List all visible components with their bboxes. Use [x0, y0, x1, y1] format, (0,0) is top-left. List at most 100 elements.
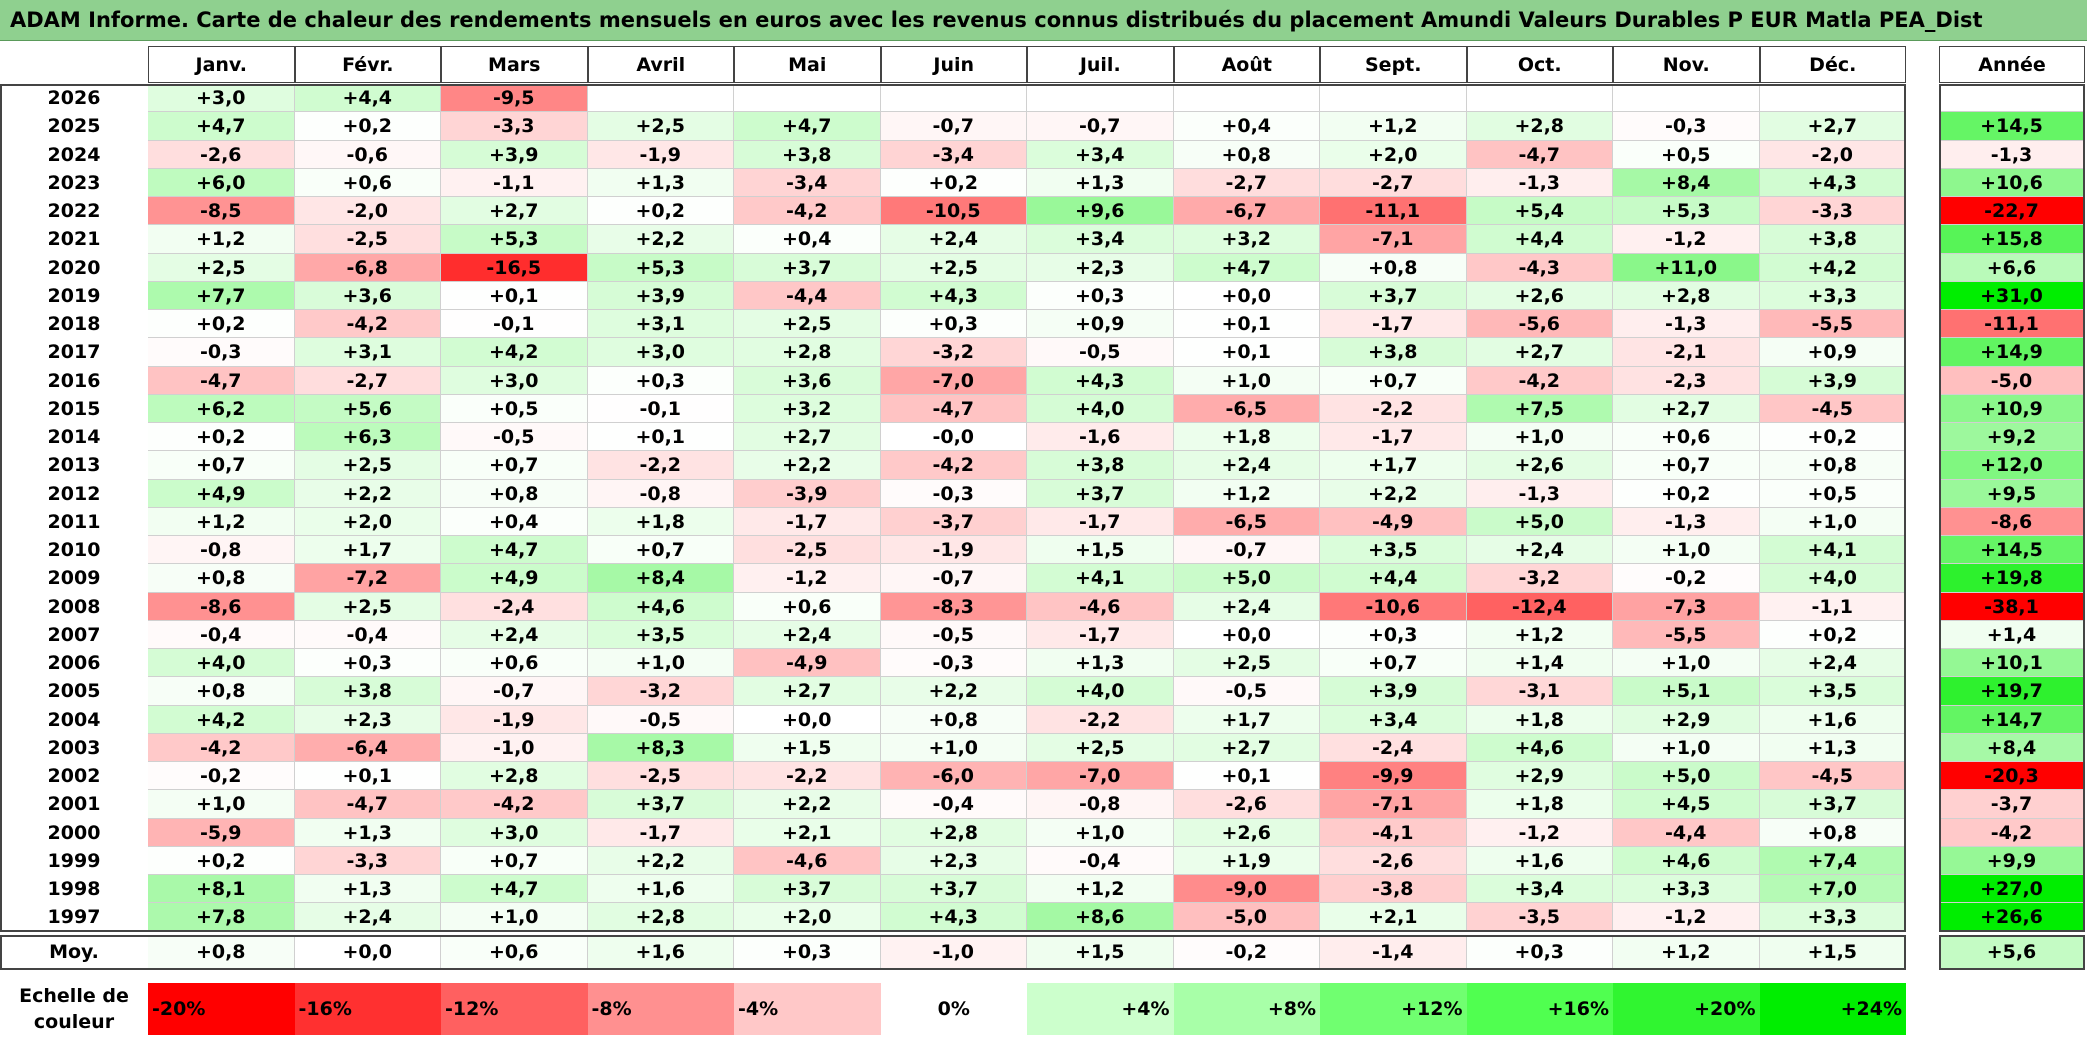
- heatmap-cell: +1,0: [880, 733, 1027, 762]
- annual-cell: +9,5: [1939, 479, 2085, 508]
- heatmap-cell: +1,2: [148, 225, 295, 254]
- year-label: 2015: [0, 394, 148, 423]
- heatmap-cell: -0,5: [1173, 677, 1320, 706]
- heatmap-cell: +7,5: [1466, 394, 1613, 423]
- heatmap-cell: +3,4: [1027, 225, 1174, 254]
- average-cell: -0,2: [1173, 935, 1320, 970]
- heatmap-cell: +4,7: [441, 536, 588, 565]
- heatmap-cell: +2,2: [294, 479, 441, 508]
- heatmap-cell: -2,2: [1027, 705, 1174, 734]
- heatmap-cell: +0,4: [1173, 112, 1320, 141]
- average-cell: +0,0: [294, 935, 441, 970]
- heatmap-cell: -4,2: [1466, 366, 1613, 395]
- heatmap-cell: +2,6: [1173, 818, 1320, 847]
- heatmap-cell: +2,4: [1466, 536, 1613, 565]
- heatmap-cell: +1,0: [1613, 649, 1760, 678]
- heatmap-cell: +6,2: [148, 394, 295, 423]
- heatmap-cell: +2,7: [1173, 733, 1320, 762]
- annual-cell: -8,6: [1939, 507, 2085, 536]
- heatmap-cell: -4,1: [1320, 818, 1467, 847]
- heatmap-cell: -0,5: [441, 423, 588, 452]
- year-label: 2022: [0, 197, 148, 226]
- heatmap-cell: +3,9: [587, 281, 734, 310]
- heatmap-cell: +8,4: [587, 564, 734, 593]
- color-scale-stop: 0%: [880, 983, 1027, 1035]
- heatmap-cell: +2,5: [148, 253, 295, 282]
- heatmap-cell: -0,7: [1027, 112, 1174, 141]
- year-label: 1997: [0, 903, 148, 932]
- heatmap-cell: -4,5: [1759, 762, 1906, 791]
- heatmap-cell: +0,2: [148, 423, 295, 452]
- heatmap-cell: -4,4: [1613, 818, 1760, 847]
- heatmap-cell: +1,0: [148, 790, 295, 819]
- year-label: 2001: [0, 790, 148, 819]
- heatmap-cell: +1,8: [1173, 423, 1320, 452]
- heatmap-cell: -4,7: [880, 394, 1027, 423]
- heatmap-cell: +4,4: [294, 84, 441, 113]
- heatmap-cell: -6,4: [294, 733, 441, 762]
- heatmap-cell: +2,1: [734, 818, 881, 847]
- heatmap-cell: +2,6: [1466, 451, 1613, 480]
- heatmap-cell: -11,1: [1320, 197, 1467, 226]
- heatmap-cell: -0,7: [1173, 536, 1320, 565]
- annual-cell: -1,3: [1939, 140, 2085, 169]
- heatmap-cell: +2,5: [734, 310, 881, 339]
- year-label: 2003: [0, 733, 148, 762]
- heatmap-cell: -0,2: [148, 762, 295, 791]
- month-header: Mars: [441, 46, 588, 83]
- heatmap-cell: +4,6: [587, 592, 734, 621]
- heatmap-cell: +2,4: [294, 903, 441, 932]
- heatmap-cell: -9,9: [1320, 762, 1467, 791]
- heatmap-cell: -2,5: [294, 225, 441, 254]
- heatmap-cell: +3,9: [1759, 366, 1906, 395]
- heatmap-cell: -2,5: [587, 762, 734, 791]
- heatmap-cell: +1,8: [1466, 705, 1613, 734]
- heatmap-cell: +3,6: [734, 366, 881, 395]
- month-header: Mai: [734, 46, 881, 83]
- heatmap-cell: -0,3: [880, 649, 1027, 678]
- heatmap-cell: -7,1: [1320, 225, 1467, 254]
- heatmap-cell: +1,5: [734, 733, 881, 762]
- heatmap-cell: +5,0: [1466, 507, 1613, 536]
- heatmap-cell: [1027, 84, 1174, 113]
- heatmap-cell: +3,1: [294, 338, 441, 367]
- heatmap-cell: +0,7: [1320, 649, 1467, 678]
- heatmap-cell: +1,6: [587, 875, 734, 904]
- annual-cell: +14,7: [1939, 705, 2085, 734]
- heatmap-cell: +8,4: [1613, 168, 1760, 197]
- heatmap-cell: +0,2: [1759, 423, 1906, 452]
- color-scale-stop: +20%: [1613, 983, 1760, 1035]
- heatmap-cell: +1,7: [1173, 705, 1320, 734]
- heatmap-cell: [1173, 84, 1320, 113]
- heatmap-cell: +7,0: [1759, 875, 1906, 904]
- heatmap-cell: -0,8: [1027, 790, 1174, 819]
- heatmap-cell: +4,2: [148, 705, 295, 734]
- month-header: Oct.: [1466, 46, 1613, 83]
- heatmap-cell: +0,6: [1613, 423, 1760, 452]
- heatmap-cell: +2,4: [734, 620, 881, 649]
- heatmap-cell: -0,0: [880, 423, 1027, 452]
- color-scale-stop: +24%: [1759, 983, 1906, 1035]
- heatmap-cell: +0,9: [1027, 310, 1174, 339]
- heatmap-cell: +5,1: [1613, 677, 1760, 706]
- average-cell: +0,3: [1466, 935, 1613, 970]
- heatmap-cell: -0,4: [148, 620, 295, 649]
- heatmap-cell: +2,7: [1759, 112, 1906, 141]
- heatmap-cell: +1,0: [441, 903, 588, 932]
- heatmap-cell: +3,1: [587, 310, 734, 339]
- heatmap-cell: +4,1: [1027, 564, 1174, 593]
- heatmap-cell: +0,3: [587, 366, 734, 395]
- heatmap-cell: -0,1: [587, 394, 734, 423]
- heatmap-cell: +1,2: [1027, 875, 1174, 904]
- year-label: 2009: [0, 564, 148, 593]
- heatmap-cell: +1,0: [1466, 423, 1613, 452]
- color-scale-stop: +4%: [1027, 983, 1174, 1035]
- heatmap-cell: +8,6: [1027, 903, 1174, 932]
- heatmap-cell: +2,8: [880, 818, 1027, 847]
- heatmap-cell: +0,1: [587, 423, 734, 452]
- heatmap-cell: +1,3: [1027, 168, 1174, 197]
- heatmap-cell: +3,2: [1173, 225, 1320, 254]
- heatmap-cell: +2,5: [587, 112, 734, 141]
- heatmap-cell: +1,3: [294, 875, 441, 904]
- heatmap-cell: -4,2: [734, 197, 881, 226]
